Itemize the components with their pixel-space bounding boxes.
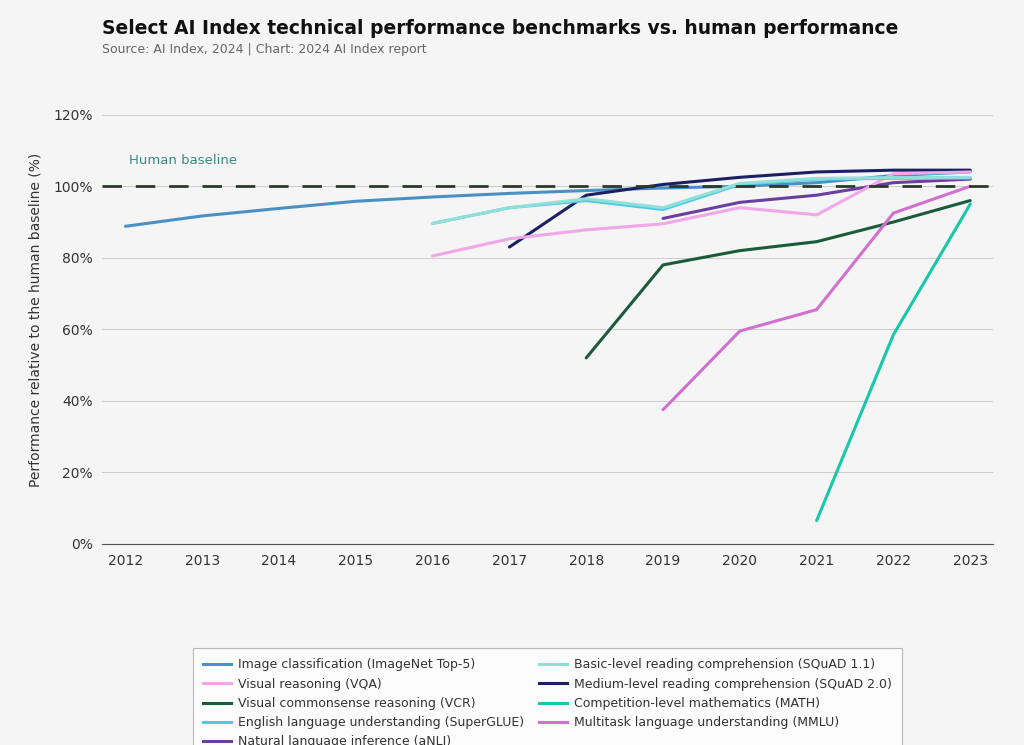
Text: Source: AI Index, 2024 | Chart: 2024 AI Index report: Source: AI Index, 2024 | Chart: 2024 AI … — [102, 43, 427, 56]
Y-axis label: Performance relative to the human baseline (%): Performance relative to the human baseli… — [28, 153, 42, 487]
Text: Human baseline: Human baseline — [129, 153, 238, 167]
Legend: Image classification (ImageNet Top-5), Visual reasoning (VQA), Visual commonsens: Image classification (ImageNet Top-5), V… — [194, 648, 902, 745]
Text: Select AI Index technical performance benchmarks vs. human performance: Select AI Index technical performance be… — [102, 19, 899, 38]
